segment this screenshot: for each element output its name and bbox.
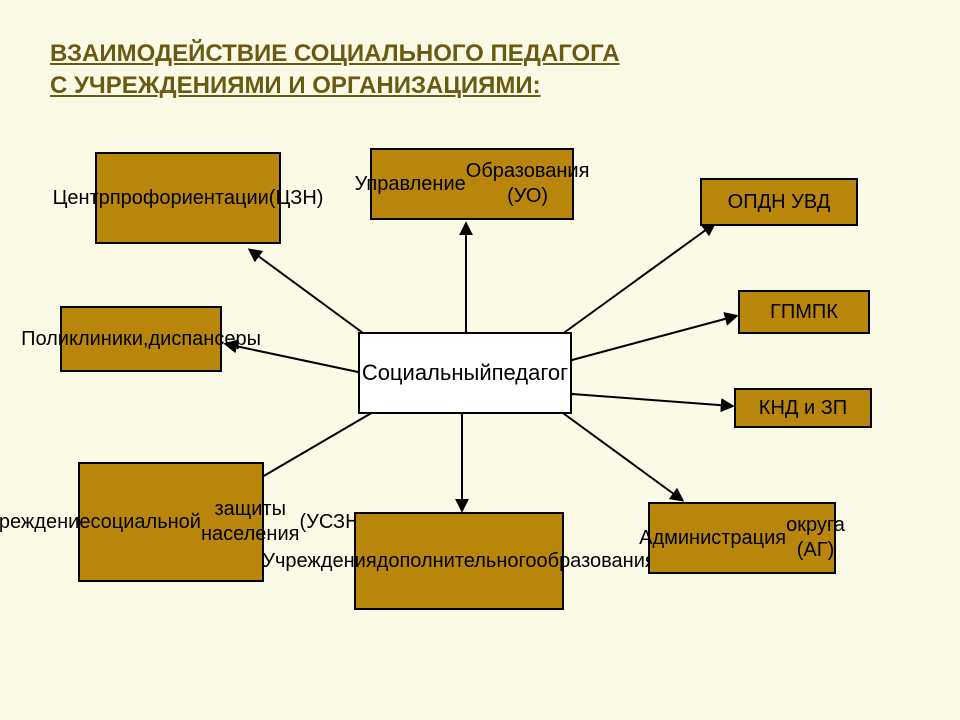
center-node: Социальныйпедагог — [358, 332, 572, 414]
edge — [556, 408, 682, 500]
node-knd: КНД и ЗП — [734, 388, 872, 428]
title-line-1: ВЗАИМОДЕЙСТВИЕ СОЦИАЛЬНОГО ПЕДАГОГА — [50, 40, 620, 67]
edge — [572, 394, 732, 406]
slide-title: ВЗАИМОДЕЙСТВИЕ СОЦИАЛЬНОГО ПЕДАГОГА С УЧ… — [50, 38, 620, 103]
slide: ВЗАИМОДЕЙСТВИЕ СОЦИАЛЬНОГО ПЕДАГОГА С УЧ… — [0, 0, 960, 720]
node-poli: Поликлиники,диспансеры — [60, 306, 222, 372]
title-line-2: С УЧРЕЖДЕНИЯМИ И ОРГАНИЗАЦИЯМИ: — [50, 72, 541, 99]
node-gpmpk: ГПМПК — [738, 290, 870, 334]
edge — [572, 316, 736, 360]
node-dop: Учреждениядополнительногообразования — [354, 512, 564, 610]
edge — [554, 224, 714, 340]
node-czn: Центрпрофориентации(ЦЗН) — [95, 152, 281, 244]
node-uszn: Учреждениесоциальнойзащиты населения(УСЗ… — [78, 462, 264, 582]
node-uo: УправлениеОбразования (УО) — [370, 148, 574, 220]
edge — [250, 408, 380, 484]
node-opdn: ОПДН УВД — [700, 178, 858, 226]
edge — [250, 250, 378, 344]
node-ag: Администрацияокруга (АГ) — [648, 502, 836, 574]
